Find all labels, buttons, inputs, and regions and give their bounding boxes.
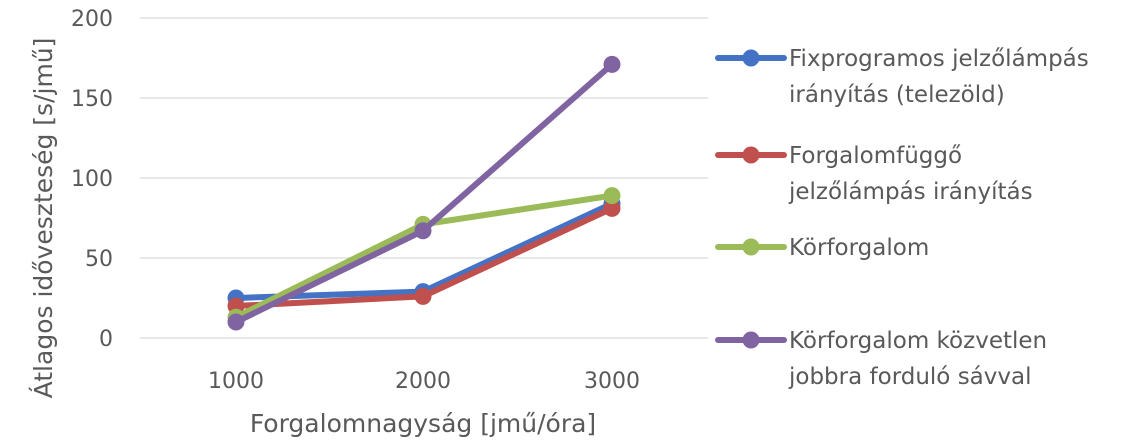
legend-label: Forgalomfüggő [789,143,962,169]
legend-swatch-marker [742,146,760,164]
y-tick-label: 0 [99,327,113,352]
y-tick-label: 150 [71,87,113,112]
data-point [414,287,432,305]
legend-label: jelzőlámpás irányítás [788,179,1033,205]
x-axis-ticks: 1000 2000 3000 [208,369,640,394]
y-axis-ticks: 0 50 100 150 200 [71,7,113,352]
legend-swatch-marker [742,49,760,67]
legend: Fixprogramos jelzőlámpás irányítás (telez… [715,46,1089,390]
x-tick-label: 3000 [584,369,640,394]
legend-entry: Körforgalom közvetlen jobbra forduló sávv… [715,328,1047,390]
series-layer [227,55,621,331]
x-tick-label: 2000 [395,369,451,394]
data-point [414,222,432,240]
y-axis-title: Átlagos idő­veszteség [s/jmű] [29,38,58,399]
legend-swatch-marker [742,238,760,256]
legend-label: Körforgalom közvetlen [789,328,1047,354]
data-point [603,187,621,205]
x-tick-label: 1000 [208,369,264,394]
x-axis-title: Forgalomnagyság [jmű/óra] [250,409,596,438]
y-tick-label: 100 [71,167,113,192]
y-tick-label: 200 [71,7,113,32]
series-4 [227,55,621,331]
legend-entry: Forgalomfüggő jelzőlámpás irányítás [715,143,1033,205]
legend-entry: Körforgalom [715,235,929,261]
y-tick-label: 50 [85,247,113,272]
legend-label: irányítás (telezöld) [789,82,1005,108]
data-point [603,199,621,217]
data-point [603,55,621,73]
legend-entry: Fixprogramos jelzőlámpás irányítás (telez… [715,46,1089,108]
data-point [227,313,245,331]
legend-label: Fixprogramos jelzőlámpás [789,46,1089,72]
grid-lines [140,17,708,339]
legend-label: Körforgalom [789,235,929,261]
legend-swatch-marker [742,331,760,349]
legend-label: jobbra forduló sávval [788,364,1031,390]
